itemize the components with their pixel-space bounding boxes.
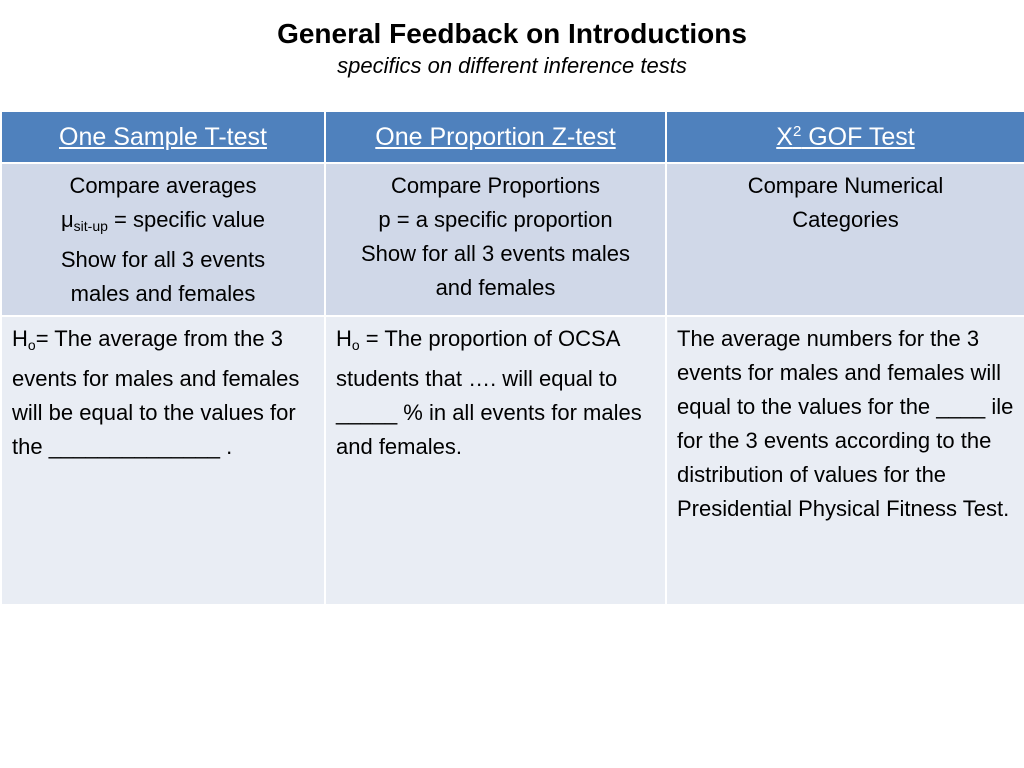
- cell-text: Compare averages: [69, 173, 257, 198]
- page-title: General Feedback on Introductions: [277, 18, 747, 49]
- cell-text: Show for all 3 events males: [360, 241, 631, 266]
- h-letter: H: [12, 326, 28, 351]
- mu-symbol: μ: [60, 207, 74, 232]
- header-x2-rest: GOF Test: [801, 122, 915, 151]
- hypothesis-text: = The average from the 3 events for male…: [12, 326, 300, 459]
- cell-text: p = a specific proportion: [378, 207, 613, 232]
- table-row-comparison: Compare averages μsit-up = specific valu…: [0, 162, 1024, 317]
- title-block: General Feedback on Introductions specif…: [0, 16, 1024, 80]
- h-subscript: o: [351, 337, 360, 353]
- header-x2-superscript: 2: [792, 122, 802, 140]
- cell-gof-hypothesis: The average numbers for the 3 events for…: [665, 315, 1024, 606]
- header-x2-base: X: [776, 122, 793, 151]
- cell-text: males and females: [70, 281, 256, 306]
- cell-t-test-comparison: Compare averages μsit-up = specific valu…: [0, 162, 326, 317]
- inference-tests-table: One Sample T-test One Proportion Z-test …: [0, 110, 1024, 606]
- table-header-row: One Sample T-test One Proportion Z-test …: [0, 110, 1024, 164]
- cell-text: Show for all 3 events: [60, 247, 266, 272]
- header-x2-gof-test: X2 GOF Test: [665, 110, 1024, 164]
- cell-text: Compare Numerical: [747, 173, 944, 198]
- cell-gof-comparison: Compare Numerical Categories: [665, 162, 1024, 317]
- mu-rest: = specific value: [107, 207, 266, 232]
- table-row-hypothesis: Ho= The average from the 3 events for ma…: [0, 315, 1024, 606]
- mu-line: μsit-up = specific value: [2, 203, 324, 243]
- cell-t-test-hypothesis: Ho= The average from the 3 events for ma…: [0, 315, 326, 606]
- cell-z-test-comparison: Compare Proportions p = a specific propo…: [324, 162, 667, 317]
- cell-text: Categories: [792, 207, 899, 232]
- h-letter: H: [336, 326, 352, 351]
- cell-text: Compare Proportions: [390, 173, 601, 198]
- cell-text: and females: [435, 275, 556, 300]
- page-subtitle: specifics on different inference tests: [337, 53, 687, 78]
- hypothesis-text: = The proportion of OCSA students that ……: [336, 326, 642, 459]
- h-subscript: o: [27, 337, 36, 353]
- hypothesis-text: The average numbers for the 3 events for…: [677, 326, 1014, 521]
- header-one-proportion-z-test: One Proportion Z-test: [324, 110, 667, 164]
- header-one-sample-t-test: One Sample T-test: [0, 110, 326, 164]
- mu-subscript: sit-up: [73, 218, 108, 234]
- cell-z-test-hypothesis: Ho = The proportion of OCSA students tha…: [324, 315, 667, 606]
